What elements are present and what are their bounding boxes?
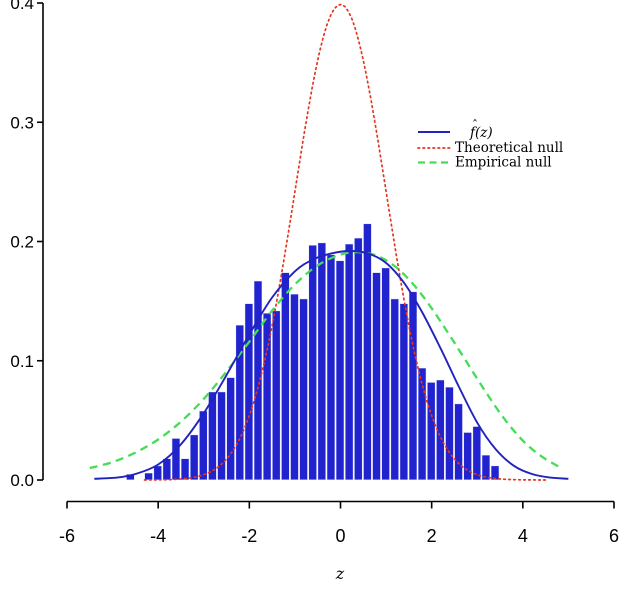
histogram-bar bbox=[216, 391, 227, 481]
histogram-bar bbox=[408, 291, 418, 481]
x-tick-label: -2 bbox=[241, 526, 257, 546]
histogram-bar bbox=[153, 465, 163, 481]
legend-label-fhat: f(z) bbox=[469, 125, 493, 141]
histogram-bar bbox=[299, 298, 309, 481]
histogram-bar bbox=[189, 434, 199, 481]
x-tick-label: 6 bbox=[609, 526, 619, 546]
histogram-bar bbox=[390, 298, 400, 481]
y-axis: 0.0 0.1 0.2 0.3 0.4 bbox=[10, 0, 44, 490]
x-axis-title: z bbox=[335, 564, 345, 583]
histogram-bar bbox=[417, 367, 427, 481]
histogram-bar bbox=[262, 312, 272, 481]
y-tick-label: 0.3 bbox=[10, 113, 34, 132]
histogram-bars bbox=[125, 223, 500, 481]
histogram-bar bbox=[180, 458, 190, 481]
legend-item-fhat: ˆ f(z) bbox=[418, 118, 493, 141]
fhat-hat-glyph: ˆ bbox=[472, 118, 478, 132]
fhat-curve bbox=[94, 250, 569, 480]
histogram-bar bbox=[144, 472, 154, 481]
theoretical-null-path bbox=[143, 3, 547, 481]
histogram-bar bbox=[362, 223, 372, 481]
histogram-bar bbox=[253, 280, 263, 481]
histogram-bar bbox=[244, 303, 254, 481]
histogram-bar bbox=[426, 381, 436, 481]
y-tick-label: 0.0 bbox=[10, 471, 34, 490]
histogram-bar bbox=[344, 243, 354, 481]
histogram-bar bbox=[444, 386, 455, 481]
empirical-null-curve bbox=[89, 251, 560, 470]
histogram-bar bbox=[235, 324, 245, 481]
histogram-bar bbox=[226, 377, 236, 481]
histogram-bar bbox=[289, 293, 300, 481]
y-tick-label: 0.1 bbox=[10, 352, 34, 371]
legend-label-theoretical-null: Theoretical null bbox=[455, 140, 563, 156]
histogram-bar bbox=[308, 244, 318, 481]
x-tick-label: -4 bbox=[150, 526, 166, 546]
histogram-bar bbox=[381, 267, 391, 481]
y-tick-label: 0.4 bbox=[10, 0, 34, 13]
histogram-bar bbox=[280, 272, 290, 481]
theoretical-null-curve bbox=[143, 3, 547, 481]
legend-item-theoretical-null: Theoretical null bbox=[417, 140, 563, 156]
histogram-bar bbox=[171, 437, 181, 481]
histogram-bar bbox=[198, 410, 208, 481]
empirical-null-path bbox=[89, 251, 560, 470]
histogram-bar bbox=[490, 465, 500, 481]
x-tick-label: 0 bbox=[335, 526, 345, 546]
histogram-bar bbox=[335, 260, 345, 481]
legend-label-empirical-null: Empirical null bbox=[455, 155, 552, 171]
fhat-path bbox=[94, 250, 569, 480]
histogram-bar bbox=[353, 237, 363, 481]
x-tick-label: 4 bbox=[518, 526, 528, 546]
histogram-bar bbox=[271, 310, 281, 481]
legend-item-empirical-null: Empirical null bbox=[418, 155, 552, 171]
histogram-bar bbox=[481, 454, 491, 481]
histogram-bar bbox=[326, 254, 336, 481]
x-tick-label: 2 bbox=[427, 526, 437, 546]
histogram-bar bbox=[371, 272, 382, 481]
x-axis: -6 -4 -2 0 2 4 6 bbox=[59, 500, 619, 546]
histogram-bar bbox=[454, 403, 464, 481]
histogram-bar bbox=[207, 391, 217, 481]
histogram-bar bbox=[162, 458, 172, 481]
x-tick-label: -6 bbox=[59, 526, 75, 546]
legend: ˆ f(z) Theoretical null Empirical null bbox=[417, 118, 563, 171]
histogram-bar bbox=[472, 425, 482, 481]
y-tick-label: 0.2 bbox=[10, 233, 34, 252]
histogram-bar bbox=[435, 379, 445, 481]
histogram-bar bbox=[399, 303, 409, 481]
histogram-bar bbox=[463, 431, 473, 481]
histogram-bar bbox=[317, 242, 327, 481]
